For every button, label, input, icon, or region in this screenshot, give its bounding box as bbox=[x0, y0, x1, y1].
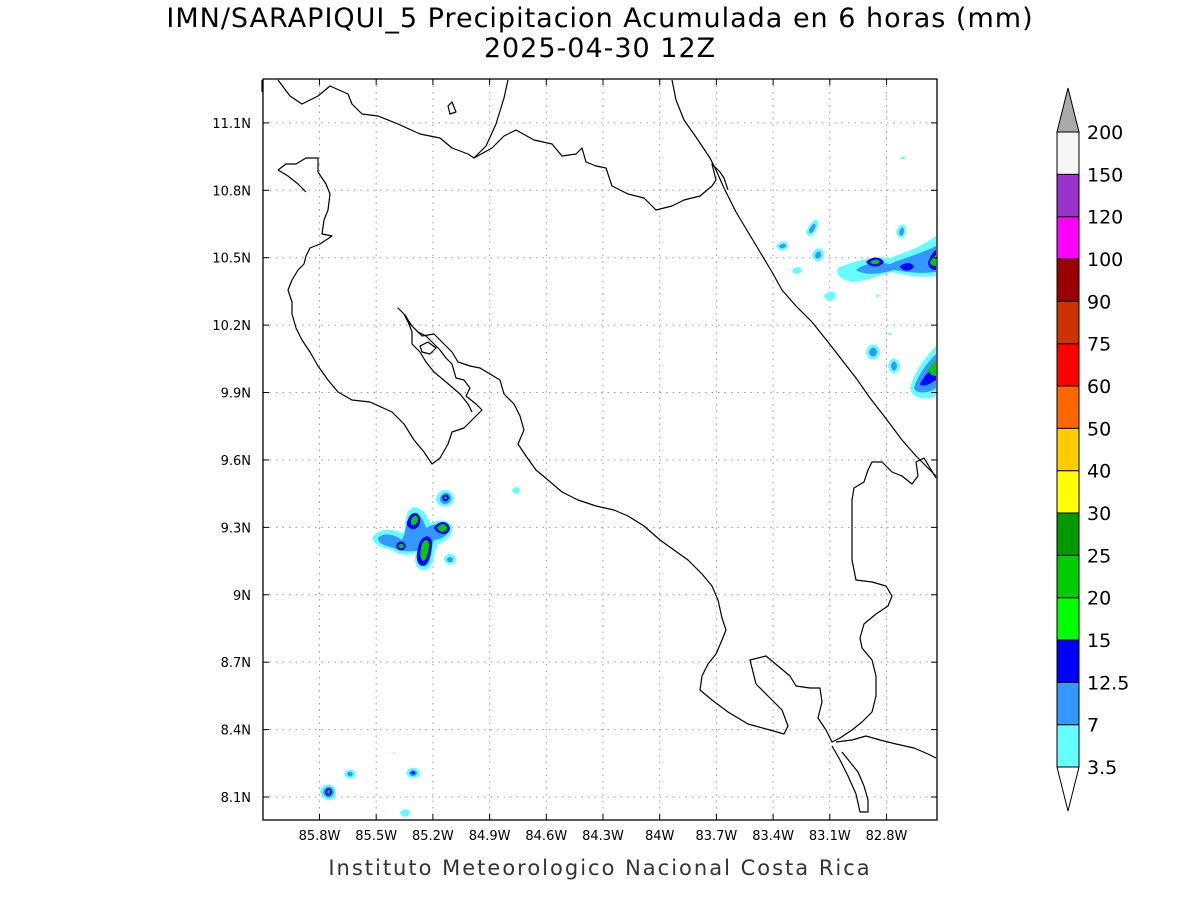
y-tick-label: 10.8N bbox=[212, 184, 251, 199]
nicoya-inner-island bbox=[419, 341, 437, 355]
y-tick-label: 8.7N bbox=[221, 656, 251, 671]
precip-cluster-caribbean-north bbox=[776, 156, 936, 301]
colorbar-swatch bbox=[1056, 554, 1080, 599]
coastline bbox=[261, 79, 937, 813]
colorbar-swatch bbox=[1056, 470, 1080, 514]
x-tick-label: 83.1W bbox=[809, 829, 851, 844]
x-tick-label: 84.6W bbox=[525, 829, 567, 844]
y-tick-label: 10.2N bbox=[212, 319, 251, 334]
x-tick-label: 83.4W bbox=[752, 829, 794, 844]
colorbar-label: 7 bbox=[1087, 715, 1099, 737]
colorbar-swatch bbox=[1056, 300, 1080, 345]
map-plot-area: 85.8W 85.5W 85.2W 84.9W 84.6W 84.3W 84W 83.7W 83… bbox=[212, 78, 938, 844]
colorbar-label: 90 bbox=[1087, 291, 1111, 313]
colorbar-label: 12.5 bbox=[1087, 672, 1129, 694]
x-tick-label: 85.8W bbox=[299, 829, 341, 844]
colorbar-label: 60 bbox=[1087, 376, 1111, 398]
map-grid bbox=[263, 79, 937, 820]
x-tick-label: 84.9W bbox=[469, 829, 511, 844]
y-tick-label: 10.5N bbox=[212, 252, 251, 267]
longitude-axis: 85.8W 85.5W 85.2W 84.9W 84.6W 84.3W 84W 83.7W 83… bbox=[299, 79, 908, 844]
map-subtitle-datetime: 2025-04-30 12Z bbox=[483, 33, 717, 64]
x-tick-label: 84W bbox=[645, 829, 675, 844]
map-title: IMN/SARAPIQUI_5 Precipitacion Acumulada … bbox=[166, 3, 1034, 34]
y-tick-label: 8.4N bbox=[221, 724, 251, 739]
nicaragua-border-lake-shore bbox=[277, 79, 509, 159]
colorbar-label: 50 bbox=[1087, 418, 1111, 440]
colorbar-label: 15 bbox=[1087, 630, 1111, 652]
footer-institution: Instituto Meteorologico Nacional Costa R… bbox=[328, 856, 872, 880]
map-frame bbox=[262, 78, 938, 821]
precipitation-field bbox=[320, 156, 936, 817]
x-tick-label: 84.3W bbox=[582, 829, 624, 844]
y-tick-label: 11.1N bbox=[212, 117, 251, 132]
gulf-of-nicoya-east bbox=[403, 313, 937, 743]
colorbar-swatch bbox=[1056, 173, 1080, 218]
precip-cluster-caribbean-south bbox=[866, 332, 936, 399]
lake-island bbox=[447, 101, 457, 115]
colorbar-swatch bbox=[1056, 216, 1080, 260]
colorbar-label-top: 200 bbox=[1087, 122, 1123, 144]
colorbar-label: 150 bbox=[1087, 164, 1123, 186]
colorbar-label: 3.5 bbox=[1087, 757, 1117, 779]
colorbar-label: 40 bbox=[1087, 461, 1111, 483]
x-tick-label: 85.5W bbox=[355, 829, 397, 844]
colorbar-swatch bbox=[1056, 724, 1080, 768]
colorbar-label: 100 bbox=[1087, 249, 1123, 271]
colorbar-swatch bbox=[1056, 343, 1080, 387]
x-tick-label: 83.7W bbox=[695, 829, 737, 844]
colorbar-top-arrow bbox=[1056, 87, 1080, 133]
colorbar-swatch bbox=[1056, 131, 1080, 175]
nicaragua-costa-rica-border bbox=[473, 129, 729, 211]
y-tick-label: 9N bbox=[233, 589, 251, 604]
pacific-coast-northwest bbox=[277, 169, 307, 193]
x-tick-label: 82.8W bbox=[866, 829, 908, 844]
colorbar-swatch bbox=[1056, 427, 1080, 472]
precip-cluster-southwest bbox=[320, 752, 420, 817]
colorbar-swatch bbox=[1056, 385, 1080, 429]
colorbar-swatch bbox=[1056, 258, 1080, 302]
y-tick-label: 8.1N bbox=[221, 791, 251, 806]
colorbar-label: 30 bbox=[1087, 503, 1111, 525]
colorbar-swatch bbox=[1056, 597, 1080, 641]
caribbean-coast bbox=[671, 79, 937, 477]
x-tick-label: 85.2W bbox=[412, 829, 454, 844]
gulf-of-fonseca-pacific-coast bbox=[261, 80, 483, 465]
y-tick-label: 9.9N bbox=[221, 387, 251, 402]
colorbar-swatch bbox=[1056, 681, 1080, 726]
colorbar-bottom-arrow bbox=[1056, 766, 1080, 812]
colorbar-label: 75 bbox=[1087, 334, 1111, 356]
colorbar-swatch bbox=[1056, 639, 1080, 683]
colorbar-swatch bbox=[1056, 512, 1080, 556]
y-tick-label: 9.3N bbox=[221, 521, 251, 536]
panama-border-south bbox=[831, 735, 937, 813]
colorbar-label: 25 bbox=[1087, 545, 1111, 567]
y-tick-label: 9.6N bbox=[221, 454, 251, 469]
precip-cluster-nicoya bbox=[372, 487, 520, 571]
precipitation-colorbar: 3.5 7 12.5 15 20 25 30 40 50 60 75 90 100 120 150 200 bbox=[1056, 87, 1129, 812]
colorbar-label: 120 bbox=[1087, 207, 1123, 229]
latitude-axis: 11.1N 10.8N 10.5N 10.2N 9.9N 9.6N 9.3N 9N 8.7N 8.… bbox=[212, 117, 937, 806]
colorbar-label: 20 bbox=[1087, 588, 1111, 610]
